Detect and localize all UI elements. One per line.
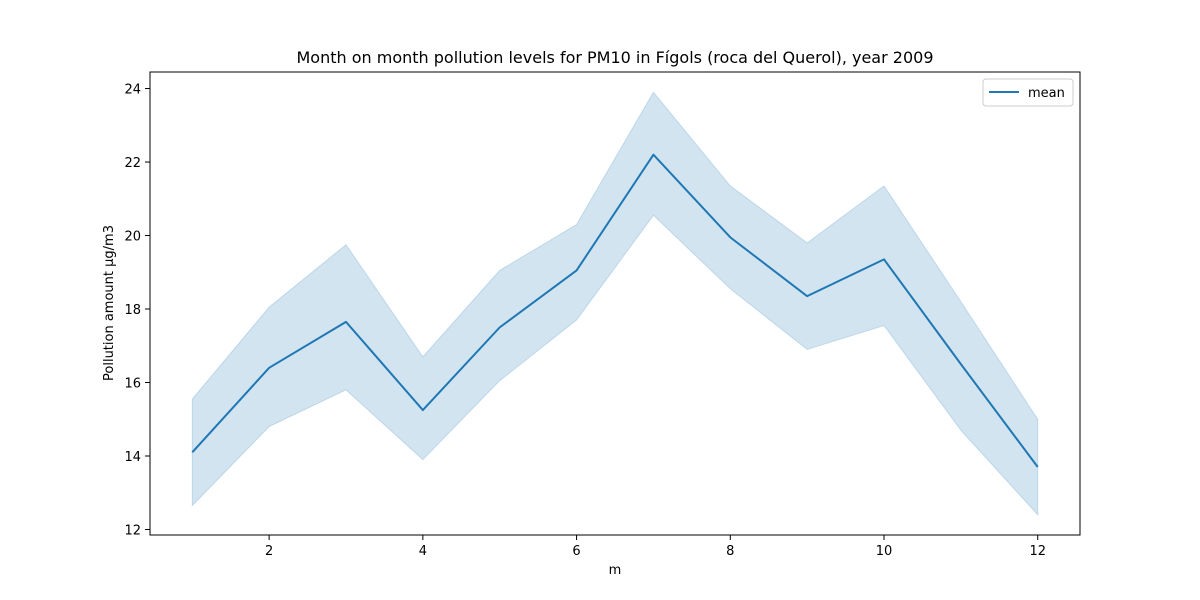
x-tick-label: 6 bbox=[572, 544, 580, 559]
series-line-mean bbox=[191, 153, 1039, 468]
legend: mean bbox=[982, 78, 1074, 107]
x-axis-title: m bbox=[609, 563, 622, 578]
x-tick-label: 12 bbox=[1029, 544, 1046, 559]
x-tick-label: 4 bbox=[419, 544, 427, 559]
y-axis-title: Pollution amount µg/m3 bbox=[102, 225, 117, 381]
y-tick-label: 18 bbox=[124, 303, 141, 318]
x-tick-label: 10 bbox=[876, 544, 893, 559]
confidence-band bbox=[191, 91, 1039, 517]
legend-box bbox=[982, 78, 1074, 107]
x-tick-label: 2 bbox=[265, 544, 273, 559]
x-tick-label: 8 bbox=[726, 544, 734, 559]
y-tick-label: 12 bbox=[124, 523, 141, 538]
axes-frame bbox=[149, 71, 1081, 536]
y-tick-label: 16 bbox=[124, 377, 141, 392]
y-tick-label: 24 bbox=[124, 83, 141, 98]
chart-title: Month on month pollution levels for PM10… bbox=[297, 48, 934, 67]
y-tick-label: 20 bbox=[124, 230, 141, 245]
y-tick-label: 14 bbox=[124, 450, 141, 465]
y-tick-label: 22 bbox=[124, 156, 141, 171]
legend-label-mean: mean bbox=[1028, 86, 1065, 101]
